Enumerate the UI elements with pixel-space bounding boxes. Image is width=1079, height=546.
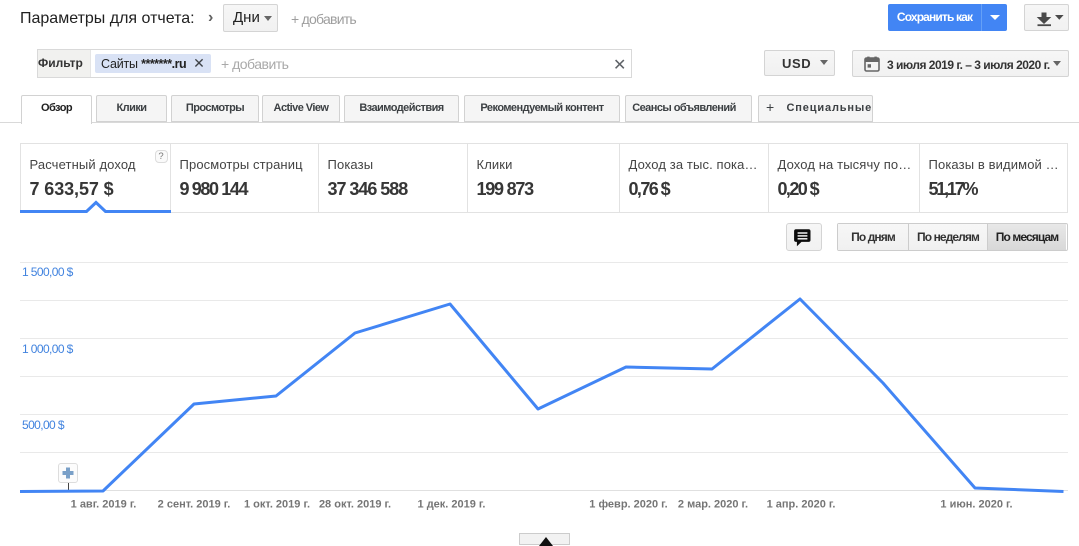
svg-text:1 дек. 2019 г.: 1 дек. 2019 г. bbox=[418, 499, 486, 511]
svg-text:1 500,00 $: 1 500,00 $ bbox=[22, 265, 74, 279]
svg-text:2 мар. 2020 г.: 2 мар. 2020 г. bbox=[678, 499, 748, 511]
svg-text:1 окт. 2019 г.: 1 окт. 2019 г. bbox=[244, 499, 310, 511]
svg-text:1 июн. 2020 г.: 1 июн. 2020 г. bbox=[940, 499, 1012, 511]
svg-text:1 апр. 2020 г.: 1 апр. 2020 г. bbox=[767, 499, 836, 511]
svg-text:1 авг. 2019 г.: 1 авг. 2019 г. bbox=[71, 499, 137, 511]
svg-text:2 сент. 2019 г.: 2 сент. 2019 г. bbox=[158, 499, 231, 511]
svg-text:28 окт. 2019 г.: 28 окт. 2019 г. bbox=[319, 499, 391, 511]
svg-text:1 000,00 $: 1 000,00 $ bbox=[22, 342, 74, 356]
svg-text:500,00 $: 500,00 $ bbox=[22, 418, 65, 432]
svg-text:1 февр. 2020 г.: 1 февр. 2020 г. bbox=[589, 499, 667, 511]
